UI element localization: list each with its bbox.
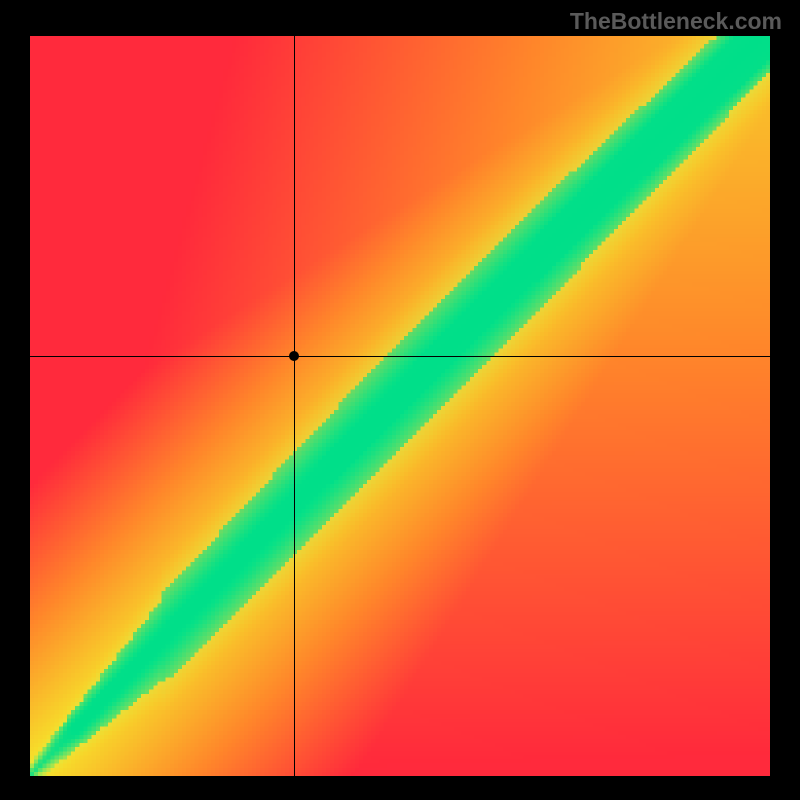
- heatmap-canvas: [30, 36, 770, 776]
- crosshair-vertical: [294, 36, 295, 776]
- crosshair-horizontal: [30, 356, 770, 357]
- watermark-text: TheBottleneck.com: [570, 8, 782, 35]
- heatmap-plot: [30, 36, 770, 776]
- marker-dot: [289, 351, 299, 361]
- chart-container: { "watermark": "TheBottleneck.com", "cha…: [0, 0, 800, 800]
